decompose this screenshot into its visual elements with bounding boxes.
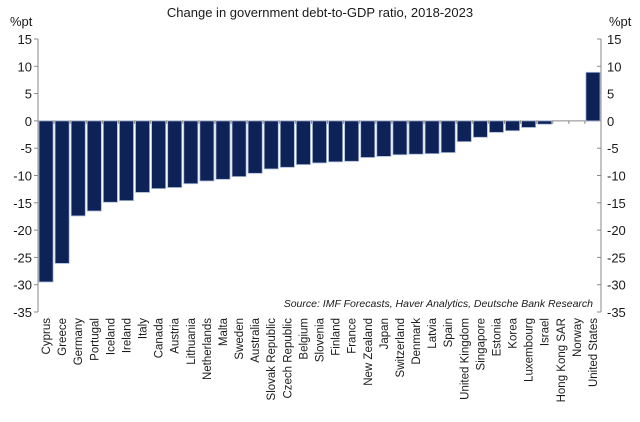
bar-slovenia — [312, 120, 327, 164]
left-tick-label: -15 — [13, 196, 32, 211]
category-label: Norway — [572, 318, 584, 357]
bar-new-zealand — [360, 120, 376, 158]
right-tick-label: 10 — [607, 59, 621, 74]
left-tick-label: -35 — [13, 305, 32, 320]
category-label: Cyprus — [41, 318, 53, 355]
left-tick-label: -5 — [20, 141, 32, 156]
category-label: New Zealand — [363, 318, 375, 386]
right-tick-label: -20 — [607, 223, 626, 238]
bar-malta — [215, 120, 231, 180]
bar-iceland — [102, 120, 118, 203]
category-label: Korea — [508, 317, 520, 348]
right-axis-unit: %pt — [609, 14, 632, 29]
left-tick-label: 0 — [25, 114, 32, 129]
bar-lithuania — [183, 120, 199, 185]
right-tick-label: -15 — [607, 196, 626, 211]
right-tick-label: 5 — [607, 87, 614, 102]
category-label: France — [347, 318, 359, 354]
category-label: Germany — [73, 318, 85, 366]
bar-australia — [247, 120, 263, 174]
source-note: Source: IMF Forecasts, Haver Analytics, … — [284, 298, 593, 310]
category-label: Slovak Republic — [266, 318, 278, 401]
bar-luxembourg — [521, 120, 537, 128]
category-label: Latvia — [427, 317, 439, 348]
category-label: Denmark — [411, 318, 423, 365]
bar-united-kingdom — [456, 120, 472, 143]
right-tick-label: -10 — [607, 169, 626, 184]
left-tick-label: -25 — [13, 250, 32, 265]
category-label: Slovenia — [315, 317, 327, 362]
left-tick-label: 5 — [25, 87, 32, 102]
right-tick-label: 0 — [607, 114, 614, 129]
bar-estonia — [488, 120, 504, 133]
category-label: Singapore — [475, 318, 487, 370]
left-tick-label: 10 — [18, 59, 32, 74]
bar-portugal — [86, 120, 102, 212]
bar-korea — [505, 120, 520, 132]
right-tick-label: -35 — [607, 305, 626, 320]
category-label: Israel — [540, 318, 552, 346]
category-label: Luxembourg — [524, 318, 536, 382]
category-label: Portugal — [89, 318, 101, 361]
bar-czech-republic — [279, 120, 295, 168]
bar-denmark — [408, 120, 424, 155]
category-label: Belgium — [298, 318, 310, 360]
bar-singapore — [472, 120, 488, 138]
category-label: Sweden — [234, 318, 246, 360]
left-tick-label: 15 — [18, 32, 32, 47]
category-label: Switzerland — [395, 318, 407, 377]
category-label: Czech Republic — [282, 318, 294, 399]
category-label: Greece — [57, 318, 69, 356]
bar-france — [344, 120, 360, 162]
right-tick-label: 15 — [607, 32, 621, 47]
category-label: Austria — [170, 317, 182, 353]
bar-japan — [376, 120, 392, 157]
bar-cyprus — [38, 120, 54, 283]
category-label: United Kingdom — [459, 318, 471, 400]
bar-finland — [328, 120, 344, 163]
category-label: Lithuania — [186, 317, 198, 364]
bar-germany — [70, 120, 86, 217]
bar-sweden — [231, 120, 247, 177]
bar-italy — [135, 120, 150, 193]
right-tick-label: -5 — [607, 141, 619, 156]
category-label: Australia — [250, 317, 262, 362]
category-label: Spain — [443, 318, 455, 347]
right-tick-label: -30 — [607, 278, 626, 293]
bar-ireland — [119, 120, 134, 202]
bar-latvia — [424, 120, 440, 155]
bar-canada — [151, 120, 167, 190]
category-label: Japan — [379, 318, 391, 349]
category-label: Canada — [154, 317, 166, 358]
category-label: Ireland — [121, 318, 133, 353]
left-tick-label: -20 — [13, 223, 32, 238]
chart-title: Change in government debt-to-GDP ratio, … — [167, 5, 473, 20]
bar-greece — [54, 120, 70, 264]
bar-belgium — [295, 120, 311, 165]
category-label: Hong Kong SAR — [556, 318, 568, 402]
category-label: United States — [588, 318, 600, 387]
left-tick-label: -10 — [13, 169, 32, 184]
category-label: Netherlands — [202, 318, 214, 380]
category-label: Malta — [218, 317, 230, 346]
bar-austria — [167, 120, 183, 188]
bar-united-states — [585, 71, 601, 122]
category-label: Iceland — [105, 318, 117, 355]
bar-israel — [537, 120, 553, 125]
bar-switzerland — [392, 120, 408, 156]
bar-spain — [440, 120, 456, 153]
left-tick-label: -30 — [13, 278, 32, 293]
left-axis-unit: %pt — [10, 14, 33, 29]
bar-slovak-republic — [263, 120, 279, 170]
category-label: Italy — [138, 318, 150, 339]
right-tick-label: -25 — [607, 250, 626, 265]
bar-netherlands — [199, 120, 215, 182]
category-label: Estonia — [491, 317, 503, 356]
category-label: Finland — [331, 318, 343, 356]
